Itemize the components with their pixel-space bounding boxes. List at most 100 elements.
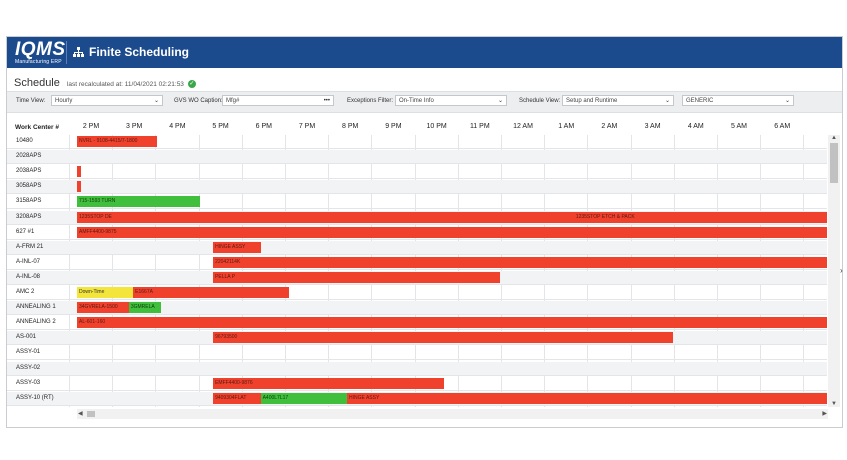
schedule-bar[interactable]: EMFF4400-9876 bbox=[213, 377, 445, 389]
schedule-bar[interactable]: AMFF4400-9875 bbox=[77, 226, 827, 238]
recalc-label: last recalculated at: bbox=[66, 81, 123, 88]
hierarchy-icon bbox=[73, 47, 84, 57]
exceptions-label: Exceptions Filter: bbox=[347, 98, 394, 104]
work-center-row[interactable]: AS-001 96793500 bbox=[7, 331, 827, 346]
wo-caption-label: GVS WO Caption: bbox=[174, 98, 223, 104]
timeline-header: Work Center # 2 PM 3 PM 4 PM 5 PM 6 PM 7 PM 8 … bbox=[7, 121, 842, 135]
filter-bar: Time View: Hourly ⌄ GVS WO Caption: Mfg#… bbox=[7, 91, 842, 113]
work-center-row[interactable]: ASSY-01 bbox=[7, 346, 827, 361]
work-center-row[interactable]: ANNEALING 1 34GVRELA-1500 3GMRELA bbox=[7, 301, 827, 316]
hour-label: 11 PM bbox=[469, 123, 490, 130]
work-center-name: A-INL-08 bbox=[16, 273, 41, 280]
work-center-name: AMC 2 bbox=[16, 289, 35, 295]
work-center-name: ASSY-02 bbox=[16, 364, 41, 371]
vertical-scrollbar[interactable]: ▲ ▼ bbox=[828, 135, 840, 407]
work-center-name: ANNEALING 1 bbox=[16, 304, 56, 311]
work-center-name: ASSY-01 bbox=[16, 349, 41, 356]
hour-label: 4 AM bbox=[687, 123, 704, 130]
work-center-row[interactable]: 3158APS 715-1593 TURN bbox=[7, 195, 827, 210]
work-center-row[interactable]: 627 #1 AMFF4400-9875 bbox=[7, 226, 827, 240]
schedule-bar[interactable]: E1667A bbox=[133, 287, 289, 298]
work-center-row[interactable]: AMC 2 Down-Time E1667A bbox=[7, 286, 827, 300]
generic-select[interactable]: GENERIC ⌄ bbox=[682, 95, 794, 106]
schedule-bar[interactable] bbox=[77, 166, 82, 178]
work-center-row[interactable]: 2038APS bbox=[7, 165, 827, 180]
hour-label: 6 AM bbox=[774, 123, 791, 130]
schedule-bar[interactable]: 1235STOP ETCH & PACK bbox=[573, 211, 827, 223]
hour-label: 8 PM bbox=[342, 123, 359, 130]
work-center-row[interactable]: 3208APS 1235STOP DE 1235STOP ETCH & PACK bbox=[7, 210, 827, 225]
scroll-right-icon[interactable]: ▶ bbox=[822, 411, 827, 417]
work-center-row[interactable]: ASSY-10 (RT) 9409304FLAT A400L7L17 HINGE AS… bbox=[7, 391, 827, 406]
schedule-bar[interactable]: 1235STOP DE bbox=[77, 211, 574, 223]
scroll-left-icon[interactable]: ◀ bbox=[78, 411, 83, 417]
work-center-name: A-INL-07 bbox=[16, 258, 41, 265]
hour-label: 5 PM bbox=[212, 123, 229, 130]
work-center-row[interactable]: ANNEALING 2 AL-601-160 bbox=[7, 316, 827, 331]
schedule-bar[interactable]: 3GMRELA bbox=[128, 302, 162, 314]
work-center-name: 3158APS bbox=[16, 198, 42, 205]
hour-label: 10 PM bbox=[426, 123, 447, 130]
hour-label: 4 PM bbox=[169, 123, 186, 130]
work-center-name: 2028APS bbox=[16, 153, 42, 160]
schedule-bar[interactable]: NVRL - 9108-4415/7-1800 bbox=[77, 136, 157, 147]
hour-label: 2 PM bbox=[82, 123, 100, 130]
work-center-row[interactable]: A-INL-08 PELLA P bbox=[7, 270, 827, 285]
schedule-bar[interactable]: 96793500 bbox=[213, 332, 674, 344]
recalc-time: 11/04/2021 02:21:53 bbox=[124, 81, 184, 88]
time-view-select[interactable]: Hourly ⌄ bbox=[51, 95, 163, 106]
schedule-grid[interactable]: 10480 NVRL - 9108-4415/7-1800 2028APS 2038A… bbox=[7, 135, 827, 407]
logo-subtext: Manufacturing ERP bbox=[15, 59, 62, 65]
chevron-down-icon: ⌄ bbox=[784, 98, 790, 104]
work-center-name: ANNEALING 2 bbox=[16, 319, 56, 326]
schedule-bar[interactable]: A400L7L17 bbox=[260, 392, 347, 404]
schedule-view-select[interactable]: Setup and Runtime ⌄ bbox=[562, 95, 674, 106]
work-center-header: Work Center # bbox=[15, 124, 59, 131]
work-center-name: 3208APS bbox=[16, 213, 42, 220]
schedule-bar[interactable]: 715-1593 TURN bbox=[77, 196, 201, 208]
work-center-row[interactable]: 2028APS bbox=[7, 150, 827, 165]
schedule-heading: Schedule last recalculated at: 11/04/202… bbox=[14, 77, 196, 89]
horizontal-scroll-thumb[interactable] bbox=[87, 411, 95, 417]
chevron-down-icon: ⌄ bbox=[497, 98, 503, 104]
work-center-name: 10480 bbox=[16, 138, 33, 144]
schedule-bar[interactable]: 9409304FLAT bbox=[213, 392, 261, 404]
horizontal-scrollbar[interactable]: ◀ ▶ bbox=[77, 409, 828, 419]
schedule-bar[interactable] bbox=[77, 181, 82, 193]
schedule-bar[interactable]: HINGE ASSY bbox=[213, 241, 261, 253]
expand-panel-icon[interactable]: › bbox=[840, 266, 843, 275]
iqms-logo[interactable]: IQMS Manufacturing ERP bbox=[15, 39, 66, 65]
schedule-view-value: Setup and Runtime bbox=[566, 98, 618, 104]
schedule-bar[interactable]: PELLA P bbox=[213, 271, 501, 283]
hour-label: 1 AM bbox=[558, 123, 575, 130]
logo-text: IQMS bbox=[15, 39, 66, 60]
work-center-row[interactable]: 10480 NVRL - 9108-4415/7-1800 bbox=[7, 135, 827, 149]
work-center-name: AS-001 bbox=[16, 334, 37, 341]
work-center-row[interactable]: ASSY-03 EMFF4400-9876 bbox=[7, 377, 827, 391]
scroll-down-icon[interactable]: ▼ bbox=[831, 401, 837, 407]
wo-caption-field[interactable]: Mfg# ••• bbox=[222, 95, 334, 106]
work-center-name: ASSY-10 (RT) bbox=[16, 394, 54, 401]
schedule-bar[interactable]: Down-Time bbox=[77, 287, 134, 298]
work-center-row[interactable]: A-INL-07 22042114K bbox=[7, 256, 827, 270]
more-icon[interactable]: ••• bbox=[323, 98, 330, 104]
schedule-view-label: Schedule View: bbox=[519, 98, 561, 104]
schedule-bar[interactable]: HINGE ASSY bbox=[347, 392, 827, 404]
schedule-bar[interactable]: 34GVRELA-1500 bbox=[77, 302, 129, 314]
work-center-row[interactable]: 3058APS bbox=[7, 180, 827, 195]
work-center-row[interactable]: A-FRM 21 HINGE ASSY bbox=[7, 240, 827, 255]
scroll-up-icon[interactable]: ▲ bbox=[831, 135, 837, 141]
schedule-title: Schedule bbox=[14, 77, 60, 89]
chevron-down-icon: ⌄ bbox=[153, 98, 159, 104]
chevron-down-icon: ⌄ bbox=[664, 98, 670, 104]
work-center-row[interactable]: ASSY-02 bbox=[7, 361, 827, 376]
app-title: Finite Scheduling bbox=[73, 45, 189, 59]
hour-label: 9 PM bbox=[385, 123, 402, 130]
recalc-info: last recalculated at: 11/04/2021 02:21:5… bbox=[66, 80, 196, 89]
app-window: IQMS Manufacturing ERP Finite Scheduling… bbox=[6, 36, 843, 428]
vertical-scroll-thumb[interactable] bbox=[830, 143, 838, 183]
exceptions-select[interactable]: On-Time Info ⌄ bbox=[395, 95, 507, 106]
hour-label: 2 AM bbox=[601, 123, 618, 130]
schedule-bar[interactable]: 22042114K bbox=[213, 256, 827, 268]
schedule-bar[interactable]: AL-601-160 bbox=[77, 317, 827, 329]
